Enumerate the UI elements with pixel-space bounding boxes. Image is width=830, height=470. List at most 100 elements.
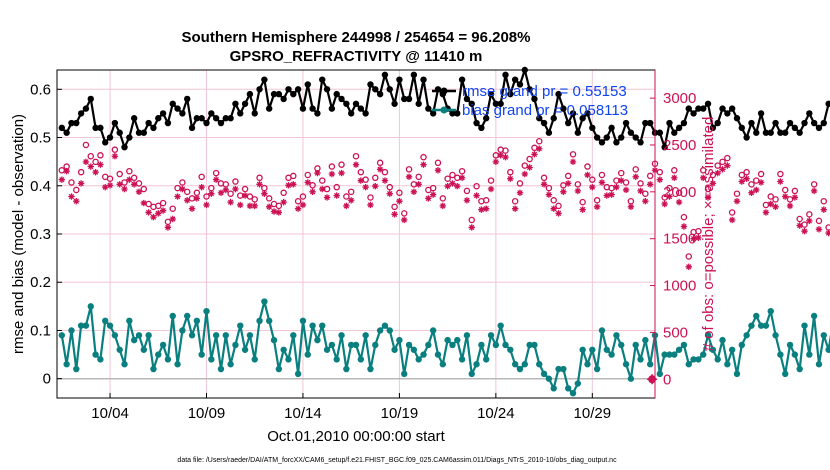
bias-point xyxy=(733,370,741,378)
bias-point xyxy=(304,351,311,358)
bias-point xyxy=(92,351,99,358)
obs-assimilated-point xyxy=(410,188,418,196)
bias-point xyxy=(155,351,162,358)
obs-possible-point xyxy=(661,194,668,201)
obs-assimilated-point xyxy=(796,222,803,229)
rmse-point xyxy=(275,90,283,98)
obs-assimilated-point xyxy=(738,178,746,185)
obs-possible-point xyxy=(429,184,437,192)
rmse-point xyxy=(347,110,355,117)
rmse-point xyxy=(695,105,702,112)
chart-title-line-1: Southern Hemisphere 244998 / 254654 = 96… xyxy=(182,29,531,46)
obs-assimilated-point xyxy=(661,200,668,208)
rmse-point xyxy=(801,119,808,127)
obs-assimilated-point xyxy=(179,185,186,193)
obs-possible-point xyxy=(203,193,210,200)
obs-possible-point xyxy=(545,184,553,192)
bias-point xyxy=(753,312,760,320)
obs-assimilated-point xyxy=(381,177,389,184)
bias-point xyxy=(714,356,721,363)
obs-possible-point xyxy=(92,158,99,166)
rmse-point xyxy=(767,129,774,136)
obs-possible-point xyxy=(685,253,693,260)
bias-point xyxy=(815,361,823,368)
obs-possible-point xyxy=(290,172,297,180)
bias-point xyxy=(434,351,442,358)
obs-assimilated-point xyxy=(333,192,340,199)
rmse-point xyxy=(381,71,389,79)
rmse-point xyxy=(304,81,311,88)
obs-assimilated-point xyxy=(603,192,610,199)
obs-possible-point xyxy=(87,152,95,160)
rmse-point xyxy=(757,110,765,117)
obs-assimilated-point xyxy=(632,173,639,181)
obs-assimilated-point xyxy=(748,189,755,196)
obs-possible-point xyxy=(256,174,263,182)
obs-assimilated-point xyxy=(343,202,350,210)
obs-assimilated-point xyxy=(825,229,830,237)
rmse-point xyxy=(126,134,133,141)
obs-possible-point xyxy=(400,210,408,217)
bias-point xyxy=(598,327,606,334)
bias-point xyxy=(550,385,557,392)
obs-assimilated-point xyxy=(767,200,774,208)
rmse-point xyxy=(507,90,514,98)
bias-point xyxy=(675,346,683,353)
obs-assimilated-point xyxy=(285,182,292,189)
obs-possible-point xyxy=(574,181,582,188)
obs-possible-point xyxy=(738,171,746,179)
obs-possible-point xyxy=(246,193,254,200)
bias-point xyxy=(700,351,707,358)
bias-point xyxy=(748,322,755,329)
rmse-point xyxy=(724,110,731,117)
obs-possible-point xyxy=(439,195,447,202)
obs-possible-point xyxy=(116,170,123,178)
obs-assimilated-point xyxy=(656,176,664,183)
obs-assimilated-point xyxy=(574,187,582,195)
rmse-point xyxy=(579,115,586,122)
obs-assimilated-point xyxy=(815,226,823,233)
obs-possible-point xyxy=(405,166,413,173)
rmse-point xyxy=(569,110,577,117)
bias-point xyxy=(444,336,451,344)
rmse-point xyxy=(468,100,475,107)
obs-assimilated-point xyxy=(772,203,779,211)
rmse-point xyxy=(743,134,750,141)
obs-assimilated-point xyxy=(680,223,688,230)
obs-assimilated-point xyxy=(347,197,355,204)
rmse-point xyxy=(198,115,205,122)
y2-tick-label: 2500 xyxy=(663,137,696,154)
obs-assimilated-point xyxy=(193,195,201,202)
obs-possible-point xyxy=(294,197,302,205)
obs-assimilated-point xyxy=(700,174,707,181)
rmse-point xyxy=(738,124,746,132)
obs-assimilated-point xyxy=(232,185,239,193)
obs-assimilated-point xyxy=(714,169,721,177)
rmse-point xyxy=(714,119,721,127)
bias-point xyxy=(391,346,398,353)
obs-assimilated-point xyxy=(627,203,635,211)
obs-assimilated-point xyxy=(208,190,215,197)
rmse-point xyxy=(208,110,215,117)
rmse-point xyxy=(748,119,755,127)
obs-assimilated-point xyxy=(497,152,504,159)
obs-assimilated-point xyxy=(753,186,760,194)
rmse-point xyxy=(589,124,596,132)
obs-assimilated-point xyxy=(560,188,567,196)
obs-assimilated-point xyxy=(68,193,75,200)
rmse-point xyxy=(820,119,827,127)
rmse-point xyxy=(584,110,591,117)
obs-possible-point xyxy=(198,173,205,181)
obs-assimilated-point xyxy=(222,186,229,194)
obs-assimilated-point xyxy=(420,161,427,168)
y-tick-label: 0.2 xyxy=(30,274,51,291)
x-tick-label: 10/24 xyxy=(477,405,515,422)
bias-point xyxy=(343,365,350,373)
bias-point xyxy=(82,322,90,329)
rmse-point xyxy=(256,86,263,93)
rmse-point xyxy=(473,119,480,127)
rmse-point xyxy=(352,100,360,107)
bias-point xyxy=(347,341,355,349)
obs-possible-point xyxy=(699,167,707,174)
bias-point xyxy=(772,332,779,339)
